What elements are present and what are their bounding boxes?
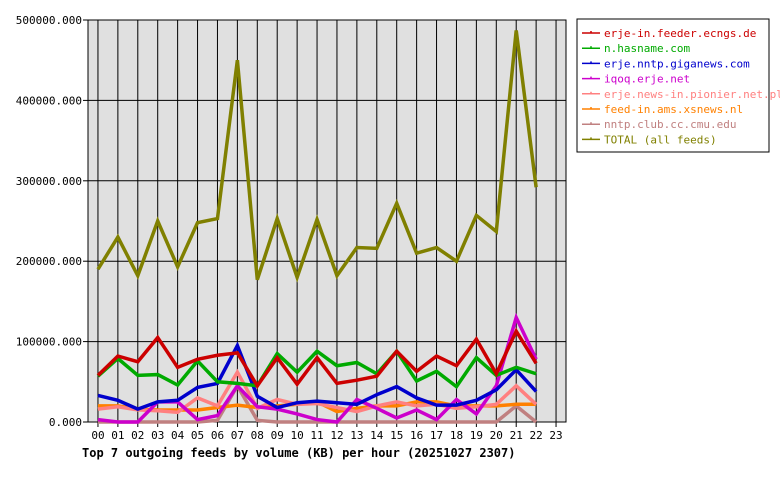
x-tick-label: 20	[490, 429, 503, 442]
series-line-0	[96, 327, 538, 390]
x-tick-label: 05	[191, 429, 204, 442]
x-tick-label: 23	[549, 429, 562, 442]
series-line-2	[97, 341, 538, 412]
x-tick-label: 09	[271, 429, 284, 442]
legend-label: iqoq.erje.net	[604, 73, 690, 86]
y-tick-label: 500000.000	[16, 14, 82, 27]
x-tick-label: 12	[330, 429, 343, 442]
x-tick-label: 21	[510, 429, 523, 442]
x-tick-label: 10	[291, 429, 304, 442]
y-tick-label: 300000.000	[16, 175, 82, 188]
x-tick-label: 04	[171, 429, 185, 442]
x-tick-label: 15	[390, 429, 403, 442]
legend-label: erje.news-in.pionier.net.pl	[604, 88, 780, 101]
x-tick-label: 00	[91, 429, 104, 442]
y-tick-label: 0.000	[49, 416, 82, 429]
x-tick-label: 07	[231, 429, 244, 442]
chart-title: Top 7 outgoing feeds by volume (KB) per …	[82, 446, 515, 460]
series-line-1	[96, 348, 537, 390]
legend-label: nntp.club.cc.cmu.edu	[604, 118, 736, 131]
legend-label: erje-in.feeder.ecngs.de	[604, 27, 756, 40]
x-tick-label: 13	[350, 429, 363, 442]
series-line-6	[97, 382, 538, 424]
legend-label: n.hasname.com	[604, 42, 690, 55]
x-tick-label: 08	[251, 429, 264, 442]
x-tick-label: 22	[530, 429, 543, 442]
x-tick-label: 11	[310, 429, 323, 442]
series-line-4	[97, 368, 538, 415]
legend-label: TOTAL (all feeds)	[604, 133, 717, 146]
legend-label: feed-in.ams.xsnews.nl	[604, 103, 743, 116]
series-line-7	[96, 30, 538, 283]
legend-box	[576, 18, 770, 153]
x-tick-label: 18	[450, 429, 463, 442]
x-tick-label: 17	[430, 429, 443, 442]
y-tick-label: 100000.000	[16, 336, 82, 349]
x-tick-label: 19	[470, 429, 483, 442]
x-tick-label: 16	[410, 429, 423, 442]
y-tick-label: 400000.000	[16, 94, 82, 107]
x-tick-label: 02	[131, 429, 144, 442]
legend-label: erje.nntp.giganews.com	[604, 57, 750, 70]
y-tick-label: 200000.000	[16, 255, 82, 268]
x-tick-label: 06	[211, 429, 224, 442]
x-tick-label: 14	[370, 429, 384, 442]
x-tick-label: 03	[151, 429, 164, 442]
x-tick-label: 01	[111, 429, 124, 442]
plot-background	[88, 20, 566, 422]
